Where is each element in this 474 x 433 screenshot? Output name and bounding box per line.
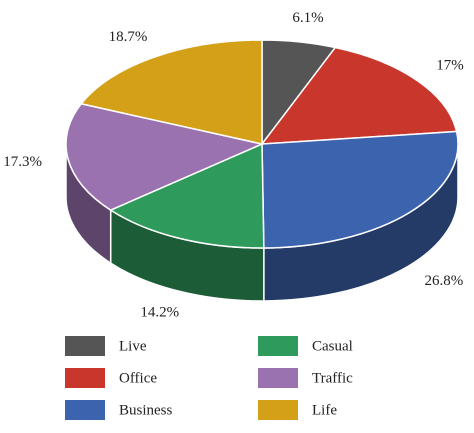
slice (261, 130, 459, 249)
legend-label: Casual (312, 338, 353, 354)
data-label: 14.2% (140, 304, 179, 320)
legend-swatch (258, 368, 298, 388)
legend-swatch (65, 400, 105, 420)
legend-swatch (65, 336, 105, 356)
data-label: 26.8% (425, 273, 464, 289)
legend-label: Office (119, 370, 157, 386)
slice (79, 39, 263, 145)
legend-swatch (258, 400, 298, 420)
slice (65, 102, 265, 211)
legend-swatch (258, 336, 298, 356)
legend-label: Life (312, 402, 337, 418)
slice (260, 46, 458, 145)
data-label: 6.1% (292, 10, 323, 26)
legend-label: Business (119, 402, 173, 418)
data-label: 18.7% (109, 29, 148, 45)
data-label: 17.3% (3, 154, 42, 170)
legend-label: Traffic (312, 370, 353, 386)
legend-swatch (65, 368, 105, 388)
legend-label: Live (119, 338, 147, 354)
data-label: 17% (436, 58, 464, 74)
slice (109, 142, 265, 249)
